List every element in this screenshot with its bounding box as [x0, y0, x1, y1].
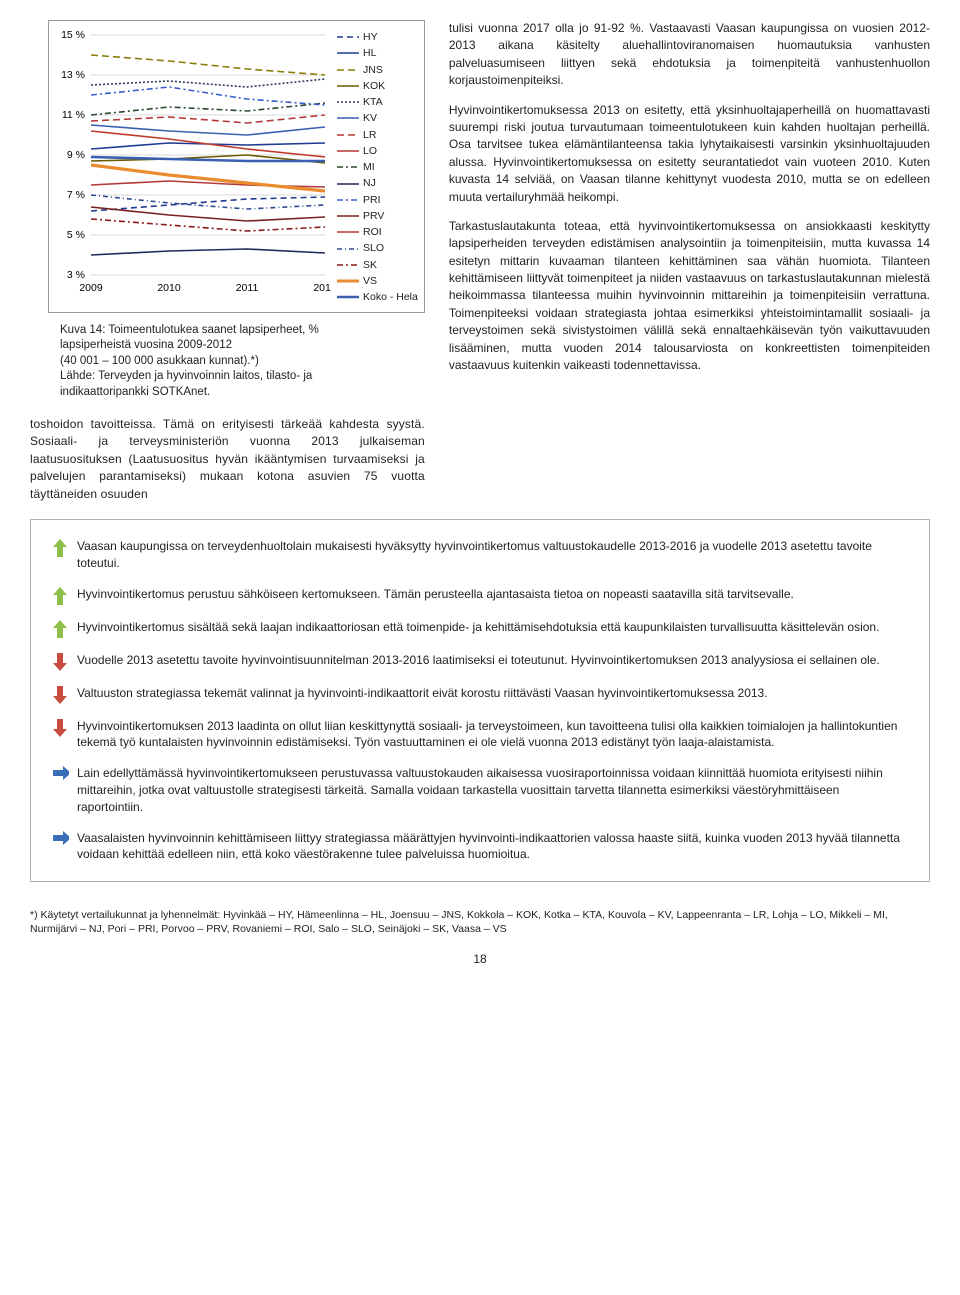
finding-arrow	[53, 619, 77, 638]
findings-box: Vaasan kaupungissa on terveydenhuoltolai…	[30, 519, 930, 882]
legend-item: ROI	[337, 224, 418, 240]
left-column: 3 % 5 % 7 % 9 % 11 % 13 % 15 % 2009 2010 2011 2012…	[30, 20, 425, 503]
svg-text:2012: 2012	[313, 282, 331, 294]
caption-line: indikaattoripankki SOTKAnet.	[60, 385, 419, 401]
left-body-paragraph: toshoidon tavoitteissa. Tämä on erityise…	[30, 416, 425, 503]
figure-caption: Kuva 14: Toimeentulotukea saanet lapsipe…	[60, 323, 419, 401]
chart-plot-area: 3 % 5 % 7 % 9 % 11 % 13 % 15 % 2009 2010 2011 2012	[51, 27, 331, 308]
caption-line: (40 001 – 100 000 asukkaan kunnat).*)	[60, 354, 419, 370]
finding-arrow	[53, 830, 77, 864]
svg-text:9 %: 9 %	[67, 149, 85, 161]
svg-text:13 %: 13 %	[61, 69, 85, 81]
finding-item: Hyvinvointikertomus sisältää sekä laajan…	[53, 619, 907, 638]
arrow-up-icon	[53, 539, 69, 557]
legend-item: SK	[337, 257, 418, 273]
finding-text: Valtuuston strategiassa tekemät valinnat…	[77, 685, 907, 704]
finding-text: Lain edellyttämässä hyvinvointikertomuks…	[77, 765, 907, 815]
finding-text: Hyvinvointikertomuksen 2013 laadinta on …	[77, 718, 907, 752]
body-paragraph: Tarkastuslautakunta toteaa, että hyvinvo…	[449, 218, 930, 375]
footnote: *) Käytetyt vertailukunnat ja lyhennelmä…	[30, 908, 930, 936]
legend-item: LR	[337, 127, 418, 143]
finding-text: Vaasalaisten hyvinvoinnin kehittämiseen …	[77, 830, 907, 864]
legend-item: PRV	[337, 208, 418, 224]
svg-text:5 %: 5 %	[67, 229, 85, 241]
legend-item: NJ	[337, 175, 418, 191]
finding-arrow	[53, 685, 77, 704]
finding-text: Hyvinvointikertomus sisältää sekä laajan…	[77, 619, 907, 638]
arrow-up-icon	[53, 620, 69, 638]
legend-item: HY	[337, 29, 418, 45]
legend-item: JNS	[337, 62, 418, 78]
top-two-column-row: 3 % 5 % 7 % 9 % 11 % 13 % 15 % 2009 2010 2011 2012…	[30, 20, 930, 503]
svg-text:15 %: 15 %	[61, 29, 85, 41]
legend-item: PRI	[337, 192, 418, 208]
legend-item: Koko - Hela	[337, 289, 418, 305]
svg-text:7 %: 7 %	[67, 189, 85, 201]
finding-item: Lain edellyttämässä hyvinvointikertomuks…	[53, 765, 907, 815]
legend-item: SLO	[337, 240, 418, 256]
legend-item: KOK	[337, 78, 418, 94]
finding-item: Valtuuston strategiassa tekemät valinnat…	[53, 685, 907, 704]
line-chart-svg: 3 % 5 % 7 % 9 % 11 % 13 % 15 % 2009 2010 2011 2012	[51, 27, 331, 297]
svg-text:2009: 2009	[79, 282, 103, 294]
svg-text:2010: 2010	[157, 282, 181, 294]
chart-figure-14: 3 % 5 % 7 % 9 % 11 % 13 % 15 % 2009 2010 2011 2012…	[48, 20, 425, 313]
finding-item: Hyvinvointikertomuksen 2013 laadinta on …	[53, 718, 907, 752]
legend-item: MI	[337, 159, 418, 175]
finding-text: Vaasan kaupungissa on terveydenhuoltolai…	[77, 538, 907, 572]
body-paragraph: Hyvinvointikertomuksessa 2013 on esitett…	[449, 102, 930, 206]
legend-item: KV	[337, 110, 418, 126]
legend-item: KTA	[337, 94, 418, 110]
legend-item: LO	[337, 143, 418, 159]
legend-item: HL	[337, 45, 418, 61]
svg-text:2011: 2011	[236, 282, 259, 294]
caption-line: Kuva 14: Toimeentulotukea saanet lapsipe…	[60, 323, 419, 339]
legend-item: VS	[337, 273, 418, 289]
body-paragraph: tulisi vuonna 2017 olla jo 91-92 %. Vast…	[449, 20, 930, 90]
chart-legend: HYHLJNSKOKKTAKVLRLOMINJPRIPRVROISLOSKVSK…	[331, 27, 422, 308]
arrow-right-icon	[53, 831, 69, 849]
finding-text: Hyvinvointikertomus perustuu sähköiseen …	[77, 586, 907, 605]
page-number: 18	[30, 951, 930, 968]
finding-arrow	[53, 538, 77, 572]
arrow-down-icon	[53, 686, 69, 704]
finding-arrow	[53, 718, 77, 752]
caption-line: lapsiperheistä vuosina 2009-2012	[60, 338, 419, 354]
arrow-up-icon	[53, 587, 69, 605]
finding-item: Vuodelle 2013 asetettu tavoite hyvinvoin…	[53, 652, 907, 671]
arrow-right-icon	[53, 766, 69, 784]
finding-item: Vaasan kaupungissa on terveydenhuoltolai…	[53, 538, 907, 572]
svg-text:11 %: 11 %	[62, 109, 85, 121]
finding-arrow	[53, 652, 77, 671]
right-column: tulisi vuonna 2017 olla jo 91-92 %. Vast…	[449, 20, 930, 503]
arrow-down-icon	[53, 653, 69, 671]
finding-arrow	[53, 765, 77, 815]
arrow-down-icon	[53, 719, 69, 737]
svg-text:3 %: 3 %	[67, 269, 85, 281]
finding-text: Vuodelle 2013 asetettu tavoite hyvinvoin…	[77, 652, 907, 671]
finding-arrow	[53, 586, 77, 605]
finding-item: Vaasalaisten hyvinvoinnin kehittämiseen …	[53, 830, 907, 864]
caption-line: Lähde: Terveyden ja hyvinvoinnin laitos,…	[60, 369, 419, 385]
finding-item: Hyvinvointikertomus perustuu sähköiseen …	[53, 586, 907, 605]
